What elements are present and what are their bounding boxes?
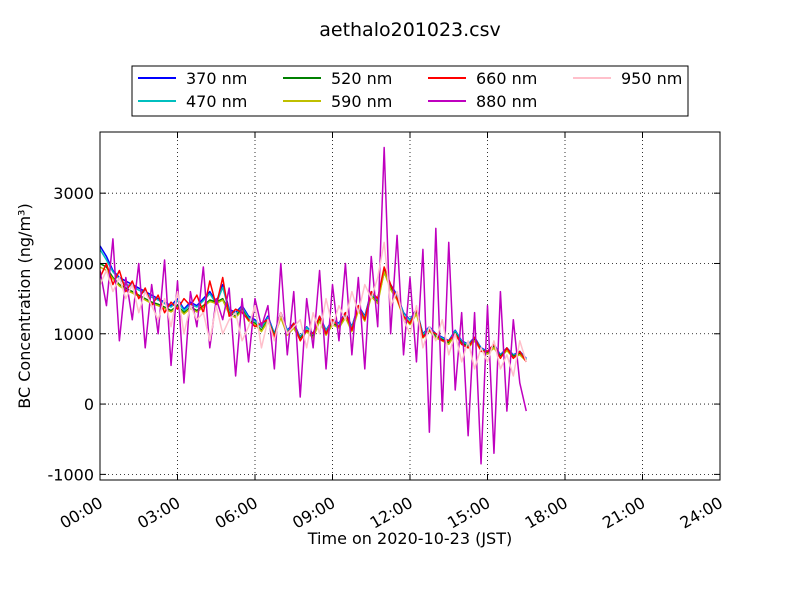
grid bbox=[99, 132, 721, 480]
legend: 370 nm 470 nm 520 nm 590 nm 660 nm 880 nm 950 … bbox=[138, 69, 682, 111]
legend-label: 950 nm bbox=[621, 69, 682, 88]
legend-box bbox=[131, 65, 689, 117]
legend-label: 470 nm bbox=[186, 92, 247, 111]
y-axis-label: BC Concentration (ng/m³) bbox=[15, 203, 34, 408]
legend-label: 590 nm bbox=[331, 92, 392, 111]
legend-label: 880 nm bbox=[476, 92, 537, 111]
series-line bbox=[100, 241, 527, 377]
y-tick-label: 1000 bbox=[53, 325, 94, 344]
legend-label: 370 nm bbox=[186, 69, 247, 88]
x-axis-label: Time on 2020-10-23 (JST) bbox=[307, 529, 512, 548]
chart-title: aethalo201023.csv bbox=[319, 19, 501, 41]
legend-label: 520 nm bbox=[331, 69, 392, 88]
y-tick-label: 0 bbox=[84, 395, 94, 414]
y-tick-label: 3000 bbox=[53, 184, 94, 203]
series-line bbox=[100, 146, 527, 465]
y-tick-label: 2000 bbox=[53, 254, 94, 273]
plot-lines bbox=[100, 146, 527, 465]
legend-label: 660 nm bbox=[476, 69, 537, 88]
y-tick-label: -1000 bbox=[48, 465, 95, 484]
